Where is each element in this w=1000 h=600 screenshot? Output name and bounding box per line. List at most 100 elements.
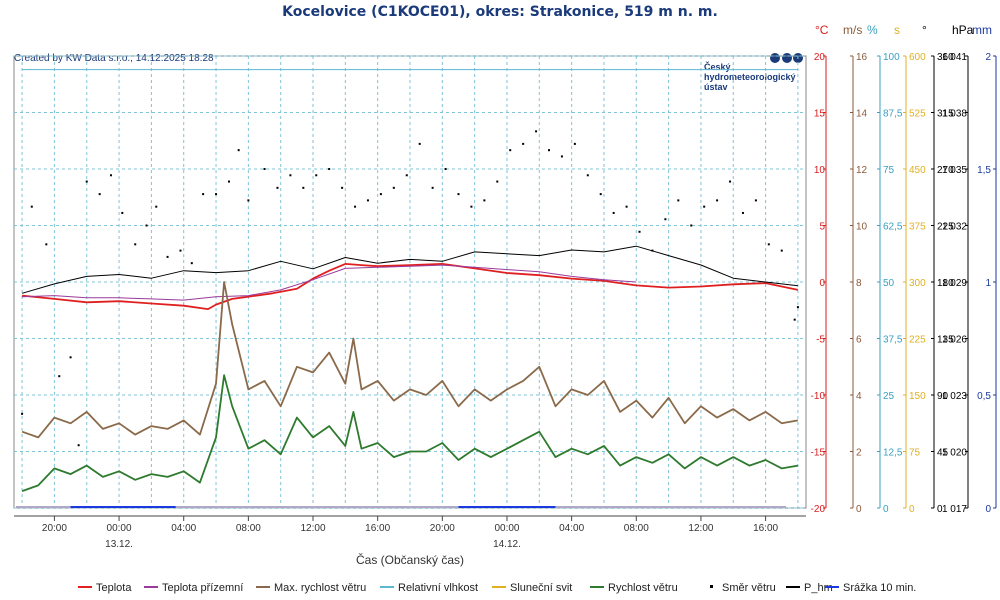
y-tick-label: 14 (856, 109, 868, 120)
legend-label: Teplota přízemní (162, 582, 243, 594)
y-tick-label: 375 (909, 222, 926, 233)
y-tick-label: 0 (856, 504, 862, 515)
wind-direction-point (237, 149, 240, 152)
wind-direction-point (109, 174, 112, 177)
wind-direction-point (535, 130, 538, 133)
wind-direction-point (98, 193, 101, 196)
y-tick-label: -5 (816, 335, 825, 346)
wind-direction-point (767, 243, 770, 246)
y-tick-label: 15 (814, 109, 826, 120)
wind-direction-point (754, 199, 757, 202)
wind-direction-point (405, 174, 408, 177)
y-axis-unit: % (867, 23, 878, 37)
y-tick-label: 180 (937, 278, 954, 289)
wind-direction-point (30, 205, 33, 208)
y-tick-label: 37,5 (883, 335, 903, 346)
chart-credit: Created by KW Data s.r.o., 14.12.2025 18… (14, 53, 214, 64)
chmi-logo: Český hydrometeorologický ústav (704, 53, 803, 92)
wind-direction-point (85, 180, 88, 183)
grid (13, 55, 807, 509)
wind-direction-point (638, 230, 641, 233)
series-line-max-rychlost-v-tru (21, 281, 799, 439)
wind-direction-point (509, 149, 512, 152)
x-tick-label: 12:00 (301, 523, 326, 534)
wind-direction-point (366, 199, 369, 202)
x-tick-label: 04:00 (559, 523, 584, 534)
wind-direction-point (21, 412, 24, 415)
x-tick-date: 14.12. (493, 539, 521, 550)
y-tick-label: 525 (909, 109, 926, 120)
logo-dot-2 (782, 53, 792, 63)
wind-direction-point (77, 444, 80, 447)
y-tick-label: 62,5 (883, 222, 903, 233)
logo-line-1: Český (704, 61, 731, 72)
x-tick-label: 08:00 (624, 523, 649, 534)
wind-direction-point (703, 205, 706, 208)
y-axis-unit: ° (922, 23, 927, 37)
y-tick-label: 225 (909, 335, 926, 346)
wind-direction-point (315, 174, 318, 177)
x-tick-label: 00:00 (107, 523, 132, 534)
wind-direction-point (496, 180, 499, 183)
x-tick-label: 16:00 (753, 523, 778, 534)
wind-direction-point (179, 249, 182, 252)
wind-direction-point (215, 193, 218, 196)
y-tick-label: 100 (883, 52, 900, 63)
wind-direction-point (392, 186, 395, 189)
wind-direction-point (302, 186, 305, 189)
wind-direction-point (716, 199, 719, 202)
y-tick-label: 360 (937, 52, 954, 63)
wind-direction-point (560, 155, 563, 158)
wind-direction-point (134, 243, 137, 246)
y-tick-label: 75 (883, 165, 895, 176)
x-tick-label: 20:00 (430, 523, 455, 534)
y-tick-label: 135 (937, 335, 954, 346)
wind-direction-point (69, 356, 72, 359)
y-tick-label: 12,5 (883, 448, 903, 459)
y-tick-label: 1 020 (942, 448, 967, 459)
y-tick-label: 1 038 (942, 109, 967, 120)
y-tick-label: 0 (883, 504, 889, 515)
y-tick-label: 600 (909, 52, 926, 63)
x-axis: 20:00 00:00 13.12. 04:00 08:00 12:00 16:00 20:0… (14, 515, 806, 550)
wind-direction-point (289, 174, 292, 177)
x-tick-label: 20:00 (42, 523, 67, 534)
chart-title: Kocelovice (C1KOCE01), okres: Strakonice… (282, 4, 718, 20)
y-axis-unit: s (894, 23, 900, 37)
wind-direction-point (586, 174, 589, 177)
y-tick-label: 5 (819, 222, 825, 233)
wind-direction-point (58, 375, 61, 378)
logo-line-2: hydrometeorologický (704, 72, 796, 82)
y-tick-label: 6 (856, 335, 862, 346)
wind-direction-point (522, 142, 525, 145)
y-tick-label: 315 (937, 109, 954, 120)
legend-label: Srážka 10 min. (843, 582, 916, 594)
wind-direction-point (793, 318, 796, 321)
series-line-rychlost-v-tru (21, 374, 799, 492)
wind-direction-point (166, 255, 169, 258)
y-tick-label: 10 (856, 222, 868, 233)
y-tick-label: 50 (883, 278, 895, 289)
x-tick-label: 12:00 (688, 523, 713, 534)
y-tick-label: 1 041 (942, 52, 967, 63)
y-tick-label: 75 (909, 448, 921, 459)
y-tick-label: 12 (856, 165, 868, 176)
y-tick-label: -20 (811, 504, 826, 515)
x-tick-date: 13.12. (105, 539, 133, 550)
wind-direction-point (612, 211, 615, 214)
y-tick-label: 225 (937, 222, 954, 233)
y-tick-label: 1 026 (942, 335, 967, 346)
legend-label: Směr větru (722, 582, 776, 594)
y-tick-label: 1 017 (942, 504, 967, 515)
wind-direction-point (664, 218, 667, 221)
wind-direction-point (457, 193, 460, 196)
wind-direction-point (729, 180, 732, 183)
y-tick-label: 1 023 (942, 391, 967, 402)
y-tick-label: 0 (937, 504, 943, 515)
wind-direction-point (573, 142, 576, 145)
legend-label: P_hm (804, 582, 833, 594)
legend-label: Rychlost větru (608, 582, 678, 594)
y-tick-label: 1,5 (977, 165, 991, 176)
legend-swatch (710, 585, 713, 588)
